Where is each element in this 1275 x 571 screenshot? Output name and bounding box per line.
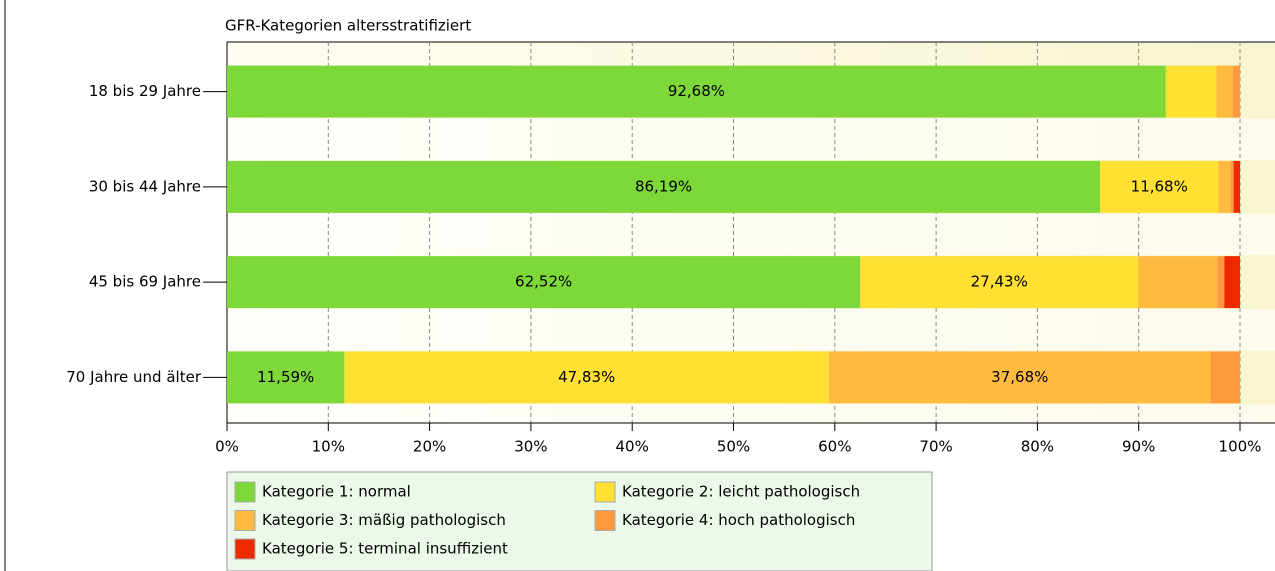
data-label: 37,68% [991,368,1048,386]
x-tick-label: 40% [616,438,649,456]
legend-label: Kategorie 1: normal [262,483,411,501]
x-tick-label: 80% [1021,438,1054,456]
bar-segment [1100,160,1219,213]
legend [226,471,933,571]
bar-segment [1138,256,1218,309]
bar-segment [227,351,345,404]
row-band [227,309,1275,351]
row-band [227,404,1275,446]
bar-segment [1217,256,1225,309]
chart-title: GFR-Kategorien altersstratifiziert [225,17,471,35]
bar-segment [1210,351,1240,404]
data-label: 11,68% [1131,177,1188,195]
legend-label: Kategorie 2: leicht pathologisch [622,483,860,501]
legend-swatch [234,510,256,531]
y-tick-label: 70 Jahre und älter [66,368,202,386]
x-tick-label: 30% [514,438,547,456]
bar-segment [1216,65,1233,118]
data-label: 47,83% [558,368,615,386]
bar-segment [227,65,1166,118]
x-tick-label: 0% [215,438,239,456]
legend-label: Kategorie 5: terminal insuffizient [262,540,508,558]
x-tick-label: 20% [413,438,446,456]
legend-label: Kategorie 4: hoch pathologisch [622,511,855,529]
x-tick-label: 60% [818,438,851,456]
bar-segment [828,351,1211,404]
bar-segment [227,256,861,309]
legend-swatch [594,481,616,503]
data-label: 92,68% [668,82,725,100]
bar-segment [344,351,829,404]
data-label: 62,52% [515,273,572,291]
data-label: 86,19% [635,177,692,195]
x-tick-label: 10% [312,438,345,456]
y-tick-label: 18 bis 29 Jahre [89,82,201,100]
x-tick-label: 70% [919,438,952,456]
bar-segment [227,160,1101,213]
bar-segment [860,256,1139,309]
x-tick-label: 100% [1219,438,1262,456]
bar-segment [1224,256,1240,309]
x-tick-label: 50% [717,438,750,456]
bar-segment [1232,65,1240,118]
data-label: 11,59% [257,368,314,386]
data-label: 27,43% [971,273,1028,291]
bar-segment [1218,160,1231,213]
legend-swatch [234,481,256,503]
y-tick-label: 45 bis 69 Jahre [89,273,201,291]
legend-label: Kategorie 3: mäßig pathologisch [262,511,506,529]
bar-segment [1233,160,1240,213]
legend-swatch [594,510,616,531]
legend-swatch [234,538,256,560]
row-band [227,213,1275,256]
x-tick-label: 90% [1122,438,1155,456]
bar-segment [1165,65,1217,118]
row-band [227,118,1275,160]
y-tick-label: 30 bis 44 Jahre [89,177,201,195]
bar-segment [1230,160,1234,213]
